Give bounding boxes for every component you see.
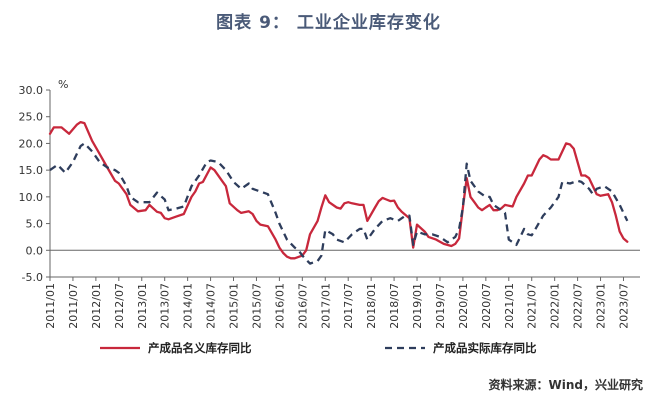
legend-label: 产成品名义库存同比 (148, 341, 252, 355)
chart-axes (49, 90, 640, 278)
y-tick-label: 25.0 (19, 111, 44, 124)
x-tick-label: 2023/07 (617, 283, 630, 329)
x-tick-label: 2016/07 (296, 283, 309, 329)
x-tick-label: 2014/07 (205, 283, 218, 329)
y-axis-unit: % (58, 78, 68, 91)
x-tick-label: 2019/01 (411, 283, 424, 329)
x-tick-label: 2015/01 (228, 283, 241, 329)
x-tick-label: 2022/07 (572, 283, 585, 329)
x-tick-label: 2018/07 (388, 283, 401, 329)
y-tick-label: 30.0 (19, 84, 44, 97)
x-tick-label: 2017/07 (342, 283, 355, 329)
y-axis-ticks: -5.0 0.0 5.0 10.0 15.0 20.0 25.0 30.0 (19, 84, 50, 284)
y-tick-label: 5.0 (26, 218, 44, 231)
x-tick-label: 2020/01 (457, 283, 470, 329)
chart-legend: 产成品名义库存同比 产成品实际库存同比 (100, 341, 537, 355)
x-tick-label: 2022/01 (549, 283, 562, 329)
series-line-nominal (48, 120, 629, 260)
x-tick-label: 2013/01 (136, 283, 149, 329)
x-axis-ticks: 2011/01 2011/07 2012/01 2012/07 2013/01 2013/… (44, 277, 630, 329)
x-tick-label: 2011/07 (67, 283, 80, 329)
x-tick-label: 2017/01 (319, 283, 332, 329)
x-tick-label: 2021/07 (526, 283, 539, 329)
x-tick-label: 2012/07 (113, 283, 126, 329)
legend-label: 产成品实际库存同比 (433, 341, 537, 355)
x-tick-label: 2021/01 (503, 283, 516, 329)
x-tick-label: 2020/07 (480, 283, 493, 329)
x-tick-label: 2012/01 (90, 283, 103, 329)
source-note: 资料来源：Wind，兴业研究 (488, 378, 643, 392)
x-tick-label: 2011/01 (44, 283, 57, 329)
chart-title: 图表 9： 工业企业库存变化 (216, 13, 441, 33)
x-tick-label: 2016/01 (273, 283, 286, 329)
x-tick-label: 2018/01 (365, 283, 378, 329)
y-tick-label: 10.0 (19, 191, 44, 204)
y-tick-label: 15.0 (19, 164, 44, 177)
x-tick-label: 2023/01 (595, 283, 608, 329)
y-tick-label: 0.0 (26, 244, 44, 257)
chart-series (48, 120, 629, 265)
series-line-actual (49, 142, 629, 265)
x-tick-label: 2014/01 (182, 283, 195, 329)
x-tick-label: 2013/07 (159, 283, 172, 329)
y-tick-label: 20.0 (19, 137, 44, 150)
x-tick-label: 2019/07 (434, 283, 447, 329)
y-tick-label: -5.0 (22, 271, 43, 284)
x-tick-label: 2015/07 (250, 283, 263, 329)
